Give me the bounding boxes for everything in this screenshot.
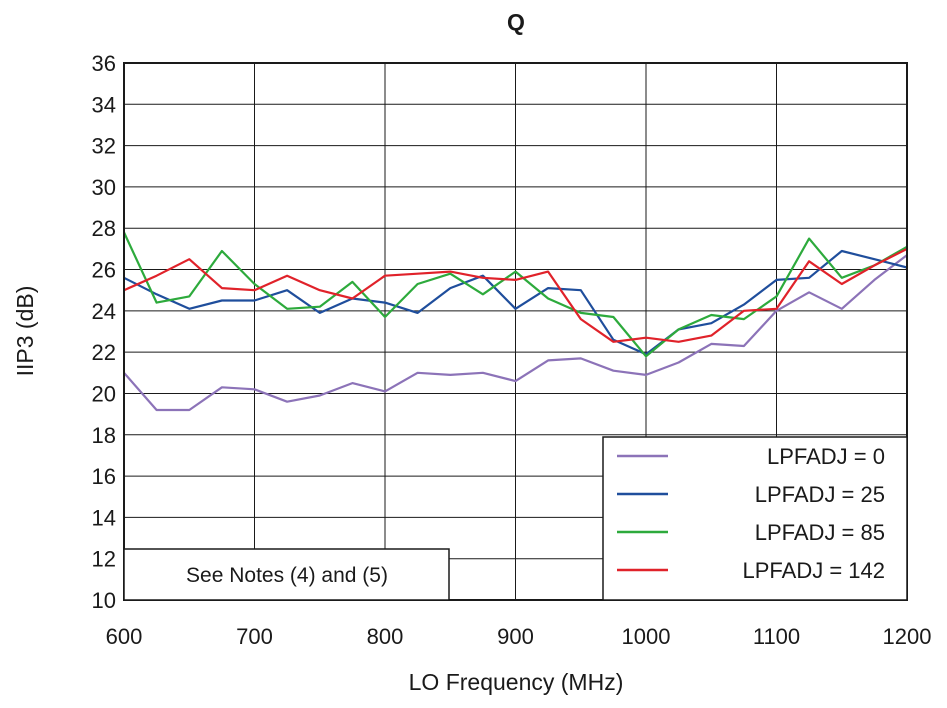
notes-text: See Notes (4) and (5) — [186, 564, 388, 587]
x-tick-label: 700 — [236, 624, 273, 649]
notes-box-frame — [123, 548, 450, 601]
x-tick-label: 900 — [497, 624, 534, 649]
series-line-0 — [123, 254, 908, 412]
notes-box: See Notes (4) and (5) — [123, 548, 450, 601]
legend-frame — [602, 436, 908, 601]
x-tick-label: 1100 — [753, 624, 800, 649]
chart-title: Q — [507, 9, 525, 35]
y-tick-label: 18 — [92, 423, 116, 448]
series-line-2 — [123, 231, 908, 358]
x-tick-label: 1000 — [622, 624, 671, 649]
y-tick-label: 10 — [92, 588, 116, 613]
y-tick-label: 12 — [92, 547, 116, 572]
grid — [123, 62, 908, 601]
series-line-1 — [123, 249, 908, 356]
series-line-3 — [123, 247, 908, 343]
legend-label-1: LPFADJ = 25 — [755, 482, 885, 507]
y-tick-label: 14 — [92, 505, 116, 530]
legend-label-0: LPFADJ = 0 — [767, 444, 885, 469]
legend-label-2: LPFADJ = 85 — [755, 520, 885, 545]
y-tick-label: 32 — [92, 134, 116, 159]
x-tick-label: 1200 — [883, 624, 932, 649]
series-layer — [123, 231, 908, 412]
legend: LPFADJ = 0 LPFADJ = 25 LPFADJ = 85 LPFADJ =… — [602, 436, 908, 601]
plot-frame — [123, 62, 908, 601]
x-tick-labels: 600 700 800 900 1000 1100 1200 — [106, 624, 932, 649]
y-tick-label: 24 — [92, 299, 116, 324]
y-tick-label: 22 — [92, 340, 116, 365]
y-tick-label: 16 — [92, 464, 116, 489]
y-tick-label: 36 — [92, 51, 116, 76]
y-tick-label: 30 — [92, 175, 116, 200]
x-tick-label: 800 — [367, 624, 404, 649]
y-tick-labels: 10 12 14 16 18 20 22 24 26 28 30 32 34 36 — [92, 51, 116, 613]
y-axis-title: IIP3 (dB) — [12, 286, 38, 377]
x-axis-title: LO Frequency (MHz) — [409, 669, 624, 695]
y-tick-label: 20 — [92, 381, 116, 406]
y-tick-label: 34 — [92, 92, 116, 117]
y-tick-label: 26 — [92, 258, 116, 283]
y-tick-label: 28 — [92, 216, 116, 241]
legend-label-3: LPFADJ = 142 — [743, 558, 885, 583]
x-tick-label: 600 — [106, 624, 143, 649]
